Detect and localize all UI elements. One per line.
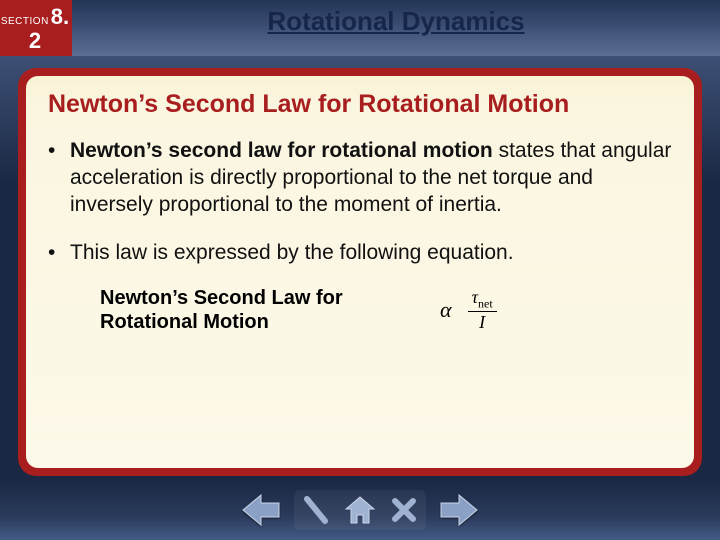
content-card: Newton’s Second Law for Rotational Motio… xyxy=(18,68,702,476)
header: SECTION 8. 2 Rotational Dynamics xyxy=(0,0,720,56)
equation-lhs: α xyxy=(440,297,452,323)
arrow-right-icon xyxy=(439,493,479,527)
section-label: SECTION xyxy=(1,16,49,27)
equation-fraction: τnet I xyxy=(468,287,497,334)
equation-row: Newton’s Second Law for Rotational Motio… xyxy=(48,286,672,334)
next-button[interactable] xyxy=(436,490,482,530)
section-tab: SECTION 8. 2 xyxy=(0,0,72,56)
prev-button[interactable] xyxy=(238,490,284,530)
section-sub: 2 xyxy=(29,30,41,52)
content-wrap: Newton’s Second Law for Rotational Motio… xyxy=(0,56,720,480)
footer-nav xyxy=(0,480,720,540)
arrow-left-icon xyxy=(241,493,281,527)
page-title-wrap: Rotational Dynamics xyxy=(72,0,720,31)
back-slash-button[interactable] xyxy=(294,490,338,530)
backslash-icon xyxy=(301,495,331,525)
bullet-2-rest: This law is expressed by the following e… xyxy=(70,241,514,264)
equation: α τnet I xyxy=(440,287,497,334)
equation-numer-sub: net xyxy=(478,296,493,310)
home-icon xyxy=(344,495,376,525)
bullet-1-bold: Newton’s second law for rotational motio… xyxy=(70,139,493,162)
center-nav xyxy=(294,490,426,530)
close-icon xyxy=(390,496,418,524)
subtitle: Newton’s Second Law for Rotational Motio… xyxy=(48,90,672,119)
close-button[interactable] xyxy=(382,490,426,530)
equation-label: Newton’s Second Law for Rotational Motio… xyxy=(100,286,400,334)
page-title: Rotational Dynamics xyxy=(267,6,524,37)
content-card-inner: Newton’s Second Law for Rotational Motio… xyxy=(26,76,694,468)
bullet-1: • Newton’s second law for rotational mot… xyxy=(48,137,672,219)
equation-denom: I xyxy=(475,312,489,333)
bullet-2: • This law is expressed by the following… xyxy=(48,239,672,266)
home-button[interactable] xyxy=(338,490,382,530)
section-number: 8. xyxy=(51,4,69,30)
